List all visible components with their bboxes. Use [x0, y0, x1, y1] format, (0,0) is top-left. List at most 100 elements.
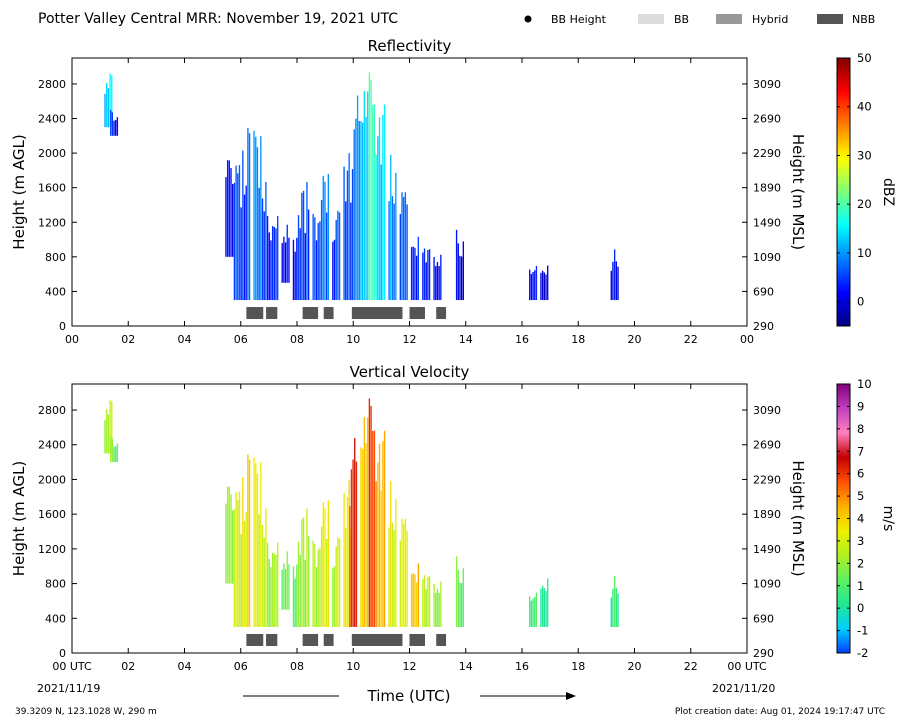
echo-column-strip: [613, 249, 616, 301]
echo-column-strip: [107, 88, 110, 128]
echo-column-strip: [294, 251, 296, 301]
x-tick-label: 16: [515, 333, 529, 346]
echo-column-strip: [263, 537, 265, 627]
y2-tick-label: 290: [753, 320, 774, 333]
echo-column-strip: [301, 192, 303, 301]
echo-column-strip: [390, 481, 392, 627]
echo-column-strip: [459, 582, 461, 627]
echo-column-strip: [242, 476, 244, 627]
echo-column-strip: [324, 181, 326, 301]
echo-column-strip: [460, 583, 463, 627]
x-tick-label: 14: [459, 333, 473, 346]
echo-column-strip: [115, 446, 117, 463]
echo-column-strip: [233, 509, 236, 627]
echo-column-strip: [265, 181, 267, 301]
colorbar-tick-label: 0: [857, 601, 864, 615]
echo-column-strip: [345, 527, 347, 627]
echo-column-strip: [268, 559, 270, 627]
echo-column-strip: [462, 568, 465, 627]
colorbar-tick-label: 20: [857, 197, 872, 211]
echo-column-strip: [422, 252, 424, 301]
echo-column-strip: [383, 430, 386, 627]
echo-column-strip: [457, 243, 459, 301]
echo-column-strip: [283, 236, 285, 283]
echo-column-strip: [240, 533, 242, 627]
echo-column-strip: [348, 153, 350, 301]
echo-column-strip: [382, 114, 384, 301]
y-tick-label: 1200: [38, 216, 66, 229]
echo-column-strip: [425, 589, 427, 627]
x-tick-label: 22: [684, 660, 698, 673]
x-tick-label: 00 UTC: [727, 660, 767, 673]
echo-column-strip: [440, 254, 442, 301]
y2-tick-label: 1890: [753, 508, 781, 521]
echo-column-strip: [415, 582, 418, 627]
echo-columns: [104, 72, 619, 301]
echo-column-strip: [258, 514, 260, 627]
x-tick-label: 10: [346, 660, 360, 673]
echo-column-strip: [247, 454, 249, 627]
colorbar-tick-label: 0: [857, 295, 864, 309]
echo-column-strip: [115, 119, 117, 136]
y-tick-label: 0: [59, 320, 66, 333]
echo-column-strip: [534, 597, 536, 627]
echo-column-strip: [104, 93, 106, 128]
echo-column-strip: [540, 272, 542, 301]
echo-column-strip: [455, 229, 458, 301]
echo-column-strip: [399, 540, 402, 627]
echo-column-strip: [277, 542, 279, 627]
y-tick-label: 1600: [38, 508, 66, 521]
x-tick-label: 16: [515, 660, 529, 673]
echo-column-strip: [263, 211, 265, 301]
echo-column-strip: [297, 215, 300, 301]
echo-column-strip: [382, 441, 384, 627]
x-tick-label: 14: [459, 660, 473, 673]
echo-column-strip: [333, 566, 336, 627]
echo-column-strip: [615, 588, 618, 627]
echo-column-strip: [361, 122, 364, 301]
echo-column-strip: [403, 196, 405, 301]
echo-column-strip: [322, 175, 324, 301]
x-tick-label: 08: [290, 333, 304, 346]
legend-label-nbb: NBB: [852, 13, 875, 26]
echo-column-strip: [613, 576, 616, 627]
echo-column-strip: [238, 491, 241, 627]
echo-column-strip: [327, 173, 330, 301]
nbb-bar: [323, 307, 334, 320]
x-tick-label: 18: [571, 333, 585, 346]
nbb-bar: [323, 633, 334, 646]
echo-column-strip: [406, 204, 408, 301]
echo-column-strip: [391, 522, 394, 627]
echo-column-strip: [302, 190, 305, 301]
echo-column-strip: [543, 588, 546, 627]
echo-column-strip: [543, 272, 546, 301]
echo-column-strip: [253, 457, 255, 627]
echo-columns: [104, 398, 619, 627]
echo-column-strip: [462, 241, 465, 301]
legend: BB Height BB Hybrid NBB: [524, 13, 875, 26]
figure-title: Potter Valley Central MRR: November 19, …: [38, 11, 398, 27]
echo-column-strip: [113, 446, 115, 463]
echo-column-strip: [232, 183, 234, 257]
y-tick-label: 2000: [38, 473, 66, 486]
echo-column-strip: [435, 266, 437, 301]
echo-column-strip: [104, 420, 106, 454]
echo-column-strip: [261, 198, 264, 301]
nbb-bar: [436, 307, 447, 320]
echo-column-strip: [346, 497, 349, 627]
plot-frame: [71, 383, 748, 654]
echo-column-strip: [343, 493, 345, 627]
echo-column-strip: [245, 512, 247, 627]
echo-column-strip: [225, 177, 227, 257]
echo-column-strip: [532, 598, 534, 627]
echo-column-strip: [388, 201, 390, 301]
echo-column-strip: [307, 209, 310, 301]
echo-column-strip: [230, 168, 232, 257]
echo-column-strip: [372, 104, 374, 301]
nbb-bar: [409, 307, 425, 320]
y-tick-label: 2800: [38, 78, 66, 91]
echo-column-strip: [325, 212, 328, 301]
echo-column-strip: [423, 575, 426, 627]
echo-column-strip: [226, 486, 229, 584]
nbb-bar: [351, 633, 403, 646]
